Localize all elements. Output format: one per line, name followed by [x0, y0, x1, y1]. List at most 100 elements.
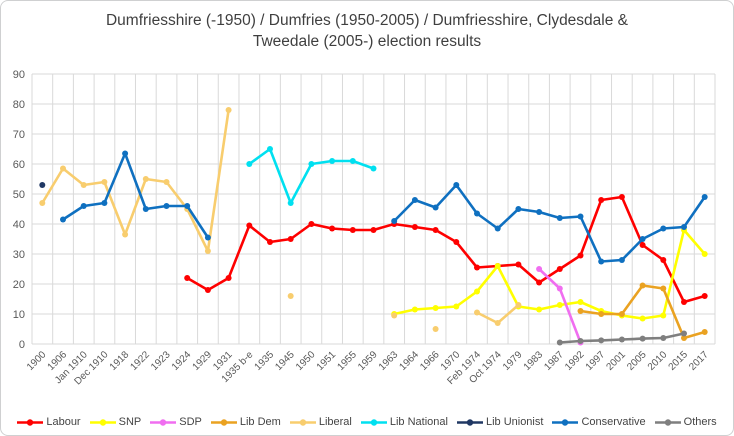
series-snp-point: [660, 312, 667, 319]
series-labour-point: [660, 257, 667, 263]
series-lib-dem-point: [681, 335, 687, 341]
series-conservative-point: [163, 203, 170, 209]
series-lib-dem-point: [639, 282, 646, 289]
series-labour-point: [474, 264, 480, 271]
chart-title-line1: Dumfriesshire (-1950) / Dumfries (1950-2…: [105, 12, 629, 29]
x-axis-tick-label: 1924: [170, 349, 194, 373]
series-labour-point: [204, 287, 211, 293]
x-axis-tick-label: 1997: [584, 349, 608, 373]
series-liberal-point: [391, 312, 398, 319]
legend-label-lib-unionist: Lib Unionist: [485, 416, 544, 428]
series-snp-point: [701, 251, 708, 257]
series-conservative-point: [391, 218, 398, 224]
y-axis-tick-label: 70: [13, 129, 25, 141]
series-liberal-point: [142, 176, 149, 182]
y-axis-tick-label: 60: [13, 159, 25, 171]
legend-label-sdp: SDP: [179, 416, 202, 428]
y-axis-tick-label: 90: [13, 69, 25, 81]
series-lib-national-point: [349, 158, 356, 164]
x-axis-tick-label: 1955: [335, 349, 359, 373]
legend-label-snp: SNP: [118, 416, 142, 428]
series-snp-point: [411, 306, 418, 313]
legend-marker-labour: [17, 418, 44, 426]
series-liberal-point: [204, 248, 211, 254]
series-conservative-point: [639, 236, 646, 242]
x-axis-tick-label: 1918: [108, 349, 132, 373]
legend-item-lib-national: Lib National: [360, 416, 448, 428]
series-lib-dem-point: [598, 311, 605, 317]
series-others-point: [618, 336, 625, 343]
series-conservative-point: [204, 234, 211, 241]
x-axis-tick-label: 2017: [687, 349, 711, 373]
series-snp-line: [392, 228, 706, 320]
series-conservative-point: [474, 210, 480, 217]
series-liberal-point: [515, 302, 522, 308]
x-axis-tick-label: 1963: [377, 349, 401, 373]
series-others-point: [639, 335, 646, 342]
series-conservative-point: [577, 213, 584, 220]
series-snp-point: [639, 315, 646, 322]
series-lib-national-point: [246, 161, 253, 167]
legend-marker-lib-national: [360, 418, 387, 426]
series-labour-point: [184, 275, 191, 281]
legend-label-liberal: Liberal: [318, 416, 352, 428]
series-snp-point: [432, 305, 439, 311]
series-lib-national-point: [267, 146, 273, 152]
series-labour-point: [577, 252, 584, 259]
series-conservative-point: [701, 194, 708, 200]
series-lib-dem-point: [660, 285, 667, 292]
series-conservative-point: [556, 215, 563, 221]
legend-marker-others: [654, 418, 681, 426]
y-axis-tick-label: 10: [13, 309, 25, 321]
series-liberal-point: [432, 326, 439, 332]
series-labour-point: [515, 261, 522, 268]
x-axis-tick-label: 1929: [191, 349, 215, 373]
x-axis-tick-label: 2015: [667, 349, 691, 373]
legend-item-lib-dem: Lib Dem: [210, 416, 281, 428]
chart-title: Dumfriesshire (-1950) / Dumfries (1950-2…: [1, 11, 733, 53]
series-labour-point: [267, 239, 273, 245]
series-labour-line: [185, 195, 706, 304]
series-liberal-point: [39, 200, 46, 206]
series-conservative-point: [660, 225, 667, 232]
series-snp-point: [577, 299, 584, 305]
series-lib-dem-point: [701, 329, 708, 335]
x-axis-tick-label: 2005: [625, 349, 649, 373]
series-others-point: [577, 338, 584, 344]
series-labour-point: [432, 227, 439, 233]
series-labour-point: [287, 236, 294, 242]
series-snp-point: [556, 302, 563, 308]
series-labour-point: [618, 194, 625, 200]
series-conservative-point: [536, 209, 543, 215]
series-labour-point: [308, 221, 315, 227]
series-labour-point: [639, 242, 646, 248]
series-labour-point: [329, 225, 336, 232]
legend-label-labour: Labour: [46, 416, 81, 428]
legend-marker-liberal: [289, 418, 316, 426]
series-labour-point: [556, 266, 563, 272]
x-axis-tick-label: 1983: [522, 349, 546, 373]
y-axis-tick-label: 30: [13, 249, 25, 261]
legend-item-sdp: SDP: [150, 416, 202, 428]
series-labour-point: [536, 279, 543, 286]
legend-item-conservative: Conservative: [552, 416, 646, 428]
series-sdp-point: [536, 266, 543, 272]
legend-label-lib-national: Lib National: [389, 416, 448, 428]
series-conservative-point: [101, 200, 108, 206]
y-axis-tick-label: 50: [13, 189, 25, 201]
legend-label-lib-dem: Lib Dem: [239, 416, 281, 428]
legend-marker-lib-unionist: [456, 418, 483, 426]
series-liberal-point: [122, 231, 129, 238]
series-liberal-point: [474, 309, 480, 316]
legend-marker-sdp: [150, 418, 177, 426]
legend-label-others: Others: [683, 416, 717, 428]
chart-title-line2: Tweedale (2005-) election results: [252, 32, 482, 50]
legend-item-others: Others: [654, 416, 717, 428]
legend: Labour SNP SDP Lib Dem Liberal Lib National Li…: [1, 416, 733, 428]
series-lib-dem-point: [618, 311, 625, 317]
x-axis-tick-label: 1992: [563, 349, 587, 373]
series-conservative-point: [515, 206, 522, 212]
x-axis-tick-label: 2010: [646, 349, 670, 373]
series-lib-national-point: [287, 200, 294, 206]
